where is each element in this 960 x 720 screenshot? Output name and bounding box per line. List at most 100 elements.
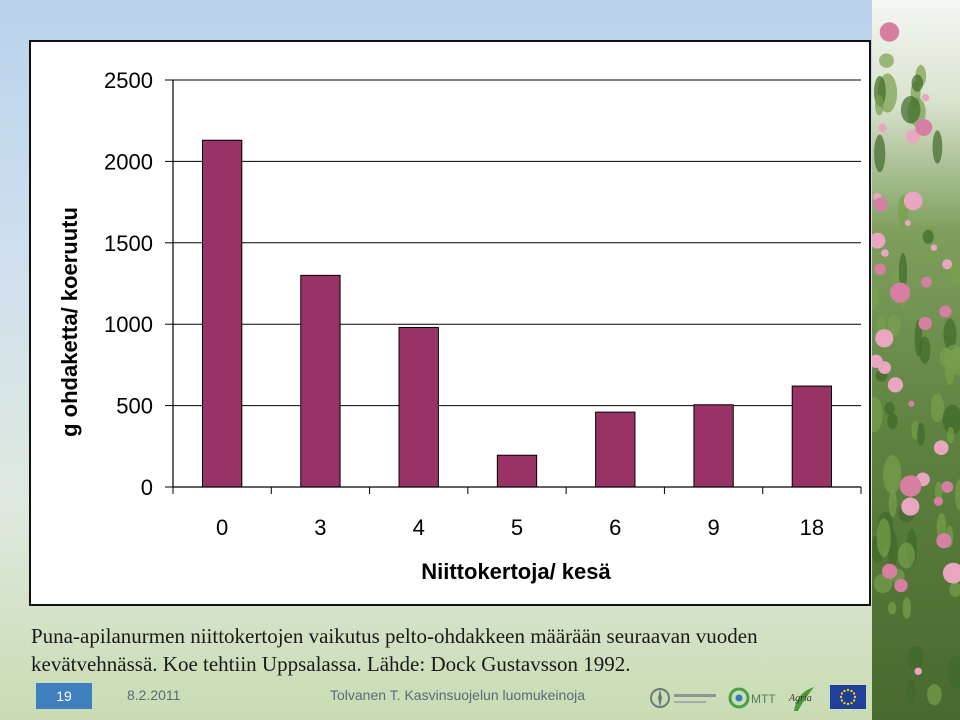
y-tick-label: 1000 [104, 312, 153, 337]
y-tick-label: 0 [141, 475, 153, 500]
clover-leaf [876, 518, 891, 558]
clover-leaf [934, 481, 943, 500]
clover-leaf [949, 582, 960, 597]
eu-star [843, 701, 846, 705]
clover-leaf [908, 645, 924, 671]
clover-flower [899, 475, 922, 497]
bar-5 [496, 454, 538, 488]
eu-star [850, 701, 853, 705]
clover-leaf [932, 130, 943, 164]
bar-chart: 0 500 1000 1500 2000 2500 0 3 4 5 6 9 18 g ohdaketta… [57, 68, 862, 584]
clover-flowers [872, 22, 960, 706]
clover-flower [933, 440, 949, 456]
chart-frame: 0 500 1000 1500 2000 2500 0 3 4 5 6 9 18 g ohdaketta… [29, 40, 871, 606]
clover-flower [942, 562, 960, 584]
x-tick-label: 6 [609, 515, 621, 540]
clover-flower [906, 129, 920, 144]
clover-leaf [944, 344, 960, 370]
clover-flower [878, 123, 887, 132]
x-tick-label: 0 [216, 515, 228, 540]
clover-leaf [898, 252, 908, 291]
eu-star [840, 692, 844, 695]
slide-number: 19 [36, 683, 92, 709]
clover-flower [875, 329, 894, 348]
clover-leaf [947, 426, 955, 444]
clover-flower [878, 361, 891, 374]
clover-leaf [922, 229, 934, 244]
x-axis-title: Niittokertoja/ kesä [421, 559, 611, 584]
clover-leaf [873, 573, 893, 594]
clover-leaf [897, 542, 915, 569]
clover-leaf [872, 396, 883, 433]
clover-flower [882, 563, 898, 579]
x-tick-label: 5 [511, 515, 523, 540]
mtt-logo: MTT [728, 687, 776, 709]
clover-leaf [900, 96, 921, 124]
clover-field-photo [872, 0, 960, 720]
clover-flower [874, 263, 886, 276]
clover-leaf [906, 678, 916, 703]
x-tick-label: 18 [800, 515, 824, 540]
clover-flower [921, 93, 930, 102]
clover-flower [901, 497, 920, 516]
clover-leaf [948, 655, 960, 689]
clover-flower [942, 259, 953, 270]
clover-leaf [943, 318, 957, 351]
eu-star [852, 692, 856, 695]
eu-star [853, 695, 857, 699]
eu-star [840, 699, 844, 702]
bar-18 [791, 385, 833, 488]
eu-star [852, 699, 856, 702]
bar-9 [693, 404, 734, 488]
agria-logo: Agria [788, 687, 814, 711]
clover-flower [887, 377, 903, 393]
clover-leaf [930, 393, 945, 423]
clover-flower [914, 667, 922, 675]
clover-leaf [888, 489, 897, 518]
clover-flower [933, 496, 943, 506]
clover-flower [903, 191, 923, 211]
clover-flower [915, 119, 933, 136]
eu-star [839, 695, 843, 699]
slide-footer: 19 8.2.2011 Tolvanen T. Kasvinsuojelun l… [0, 683, 872, 713]
clover-leaf [917, 422, 925, 446]
clover-leaf [927, 684, 942, 706]
clover-leaf [902, 597, 911, 619]
clover-leaf [942, 404, 960, 435]
clover-leaf [887, 314, 901, 336]
mtt-logo-text: MTT [751, 692, 776, 706]
clover-leaf [888, 601, 897, 615]
clover-leaf [883, 455, 902, 494]
clover-flower [921, 276, 932, 288]
clover-flower [930, 244, 938, 251]
clover-leaf [950, 261, 960, 288]
y-tick-label: 2500 [104, 68, 153, 93]
clover-leaf [911, 420, 919, 440]
clover-flower [904, 220, 911, 226]
clover-flower [908, 400, 915, 407]
caption-line-2: kevätvehnässä. Koe tehtiin Uppsalassa. L… [31, 652, 631, 676]
clover-flower [918, 316, 932, 331]
clover-leaf [911, 74, 923, 92]
clover-flower [873, 197, 888, 212]
eu-star [850, 689, 853, 693]
clover-leaf [875, 94, 884, 116]
caption-line-1: Puna-apilanurmen niittokertojen vaikutus… [31, 624, 758, 648]
footer-date: 8.2.2011 [127, 687, 181, 703]
clover-flower [894, 578, 908, 593]
clover-flower [941, 481, 954, 493]
clover-flower [936, 533, 952, 549]
eu-flag-logo [830, 685, 866, 709]
bar-3 [300, 274, 341, 488]
x-tick-label: 3 [314, 515, 326, 540]
clover-leaf [872, 285, 880, 310]
y-tick-label: 2000 [104, 149, 153, 174]
clover-leaf [914, 319, 923, 357]
footer-author: Tolvanen T. Kasvinsuojelun luomukeinoja [330, 687, 586, 703]
clover-flower [879, 22, 900, 42]
clover-leaf [955, 479, 960, 511]
clover-flower [889, 282, 911, 303]
bar-6 [595, 411, 636, 488]
x-tick-label: 4 [413, 515, 425, 540]
clover-leaf [887, 412, 898, 430]
